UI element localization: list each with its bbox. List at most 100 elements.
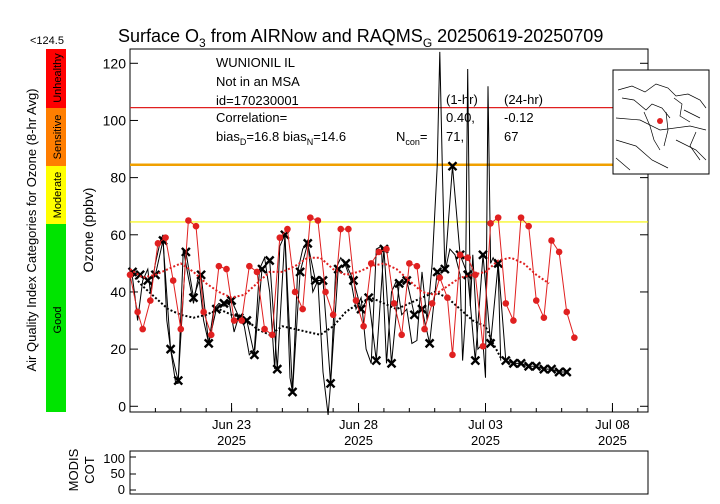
data-point xyxy=(284,225,291,233)
corr-24hr: -0.12 xyxy=(504,110,534,125)
data-point xyxy=(563,308,571,316)
data-point xyxy=(555,248,563,256)
data-point xyxy=(386,358,397,369)
data-point xyxy=(318,275,328,286)
aqi-good-label: Good xyxy=(52,307,64,334)
data-point xyxy=(360,322,367,330)
data-point xyxy=(539,364,549,374)
aqi-title: Air Quality Index Categories for Ozone (… xyxy=(24,89,39,372)
data-point xyxy=(219,298,229,309)
data-point xyxy=(340,258,351,269)
aqi-unhealthy-label: Unhealthy xyxy=(52,53,64,103)
data-point xyxy=(561,367,572,377)
data-point xyxy=(367,260,375,267)
data-point xyxy=(192,222,200,230)
aqi-unhealthy xyxy=(46,49,66,108)
series-line xyxy=(129,51,502,415)
y-tick-label: 60 xyxy=(110,227,126,243)
data-point xyxy=(329,311,337,319)
data-point xyxy=(532,297,540,304)
data-point xyxy=(264,255,275,266)
aqi-good xyxy=(46,224,66,412)
x-tick-year: 2025 xyxy=(471,433,500,448)
data-point xyxy=(215,262,223,270)
data-point xyxy=(268,331,276,339)
data-point xyxy=(398,331,405,339)
modis-label: MODIS xyxy=(66,448,81,491)
data-point xyxy=(470,355,481,366)
data-point xyxy=(413,262,421,270)
hdr-24hr: (24-hr) xyxy=(504,92,543,107)
data-point xyxy=(200,308,207,316)
data-point xyxy=(356,304,366,314)
data-point xyxy=(223,265,230,273)
data-point xyxy=(449,351,456,359)
data-point xyxy=(516,358,526,369)
x-tick-label: Jul 08 xyxy=(595,417,630,432)
data-point xyxy=(306,214,314,221)
data-point xyxy=(548,237,555,244)
ncon-label: Ncon= xyxy=(396,129,428,147)
x-tick-label: Jun 28 xyxy=(339,417,378,432)
data-point xyxy=(134,308,141,316)
data-point xyxy=(401,275,412,286)
series-line xyxy=(129,216,575,355)
y-tick-label: 100 xyxy=(103,112,127,128)
chart-title: Surface O3 from AIRNow and RAQMSG 202506… xyxy=(118,26,603,50)
data-point xyxy=(185,217,192,224)
data-point xyxy=(383,245,390,253)
station-annotation: WUNIONIL IL Not in an MSA id=170230001 C… xyxy=(216,55,543,147)
data-point xyxy=(169,277,177,284)
station-location-marker xyxy=(657,118,663,124)
data-point xyxy=(424,338,435,349)
data-point xyxy=(230,317,238,324)
x-tick-label: Jun 23 xyxy=(212,417,251,432)
data-point xyxy=(493,258,504,269)
hdr-1hr: (1-hr) xyxy=(446,92,478,107)
series-group xyxy=(126,51,578,415)
data-point xyxy=(207,331,215,339)
data-point xyxy=(487,220,494,227)
data-point xyxy=(546,364,557,374)
plot-frame xyxy=(129,48,649,413)
data-point xyxy=(436,274,444,281)
y-tick-label: 20 xyxy=(110,341,126,357)
x-tick-year: 2025 xyxy=(344,433,373,448)
data-point xyxy=(261,325,268,333)
aqi-sensitive-label: Sensitive xyxy=(52,115,64,160)
data-point xyxy=(238,317,246,324)
cot-label: COT xyxy=(82,456,97,484)
bias-text: biasD=16.8 biasN=14.6 xyxy=(216,129,346,147)
data-point xyxy=(478,249,488,260)
data-point xyxy=(126,271,134,279)
data-point xyxy=(554,367,564,377)
data-point xyxy=(456,251,464,259)
data-point xyxy=(352,297,360,304)
modis-frame xyxy=(129,450,649,495)
data-point xyxy=(494,214,502,221)
aqi-colorbar: Good Moderate Sensitive Unhealthy <124.5… xyxy=(24,35,66,412)
data-point xyxy=(508,358,519,369)
data-point xyxy=(525,222,532,230)
modis-tick-100: 100 xyxy=(103,451,125,466)
data-point xyxy=(510,317,517,324)
data-point xyxy=(421,325,428,333)
series-line xyxy=(129,271,502,359)
data-point xyxy=(464,254,472,261)
data-point xyxy=(162,234,169,241)
data-point xyxy=(371,355,382,366)
data-point xyxy=(276,234,284,241)
data-point xyxy=(345,225,352,233)
y-tick-label: 120 xyxy=(103,55,127,71)
data-point xyxy=(523,361,534,372)
station-name: WUNIONIL IL xyxy=(216,55,295,70)
corr-label: Correlation= xyxy=(216,110,287,125)
data-point xyxy=(139,325,146,333)
data-point xyxy=(299,305,306,313)
data-point xyxy=(500,355,511,366)
aqi-moderate xyxy=(46,166,66,224)
x-tick-year: 2025 xyxy=(217,433,246,448)
data-point xyxy=(409,309,420,320)
